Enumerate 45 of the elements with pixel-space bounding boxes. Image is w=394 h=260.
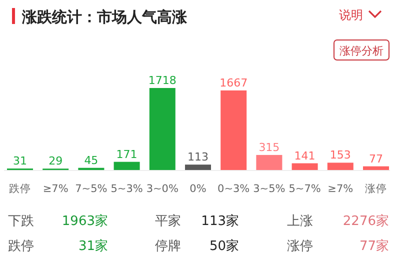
data-label: 1667 — [220, 76, 248, 90]
bar — [114, 162, 140, 170]
text: 1963家 — [62, 213, 108, 229]
data-label: 153 — [330, 148, 351, 162]
x-tick-label: 3~5% — [253, 183, 286, 195]
bar — [149, 88, 176, 170]
data-label: 1718 — [148, 74, 176, 87]
text: 113家 — [201, 213, 239, 229]
text: 上涨 — [287, 214, 313, 229]
data-label: 77 — [369, 152, 383, 166]
x-tick-label: 涨停 — [365, 183, 387, 195]
chart-title: 涨跌统计：市场人气高涨 — [21, 8, 188, 26]
text: 77家 — [359, 238, 389, 254]
x-tick-label: ≥7% — [328, 183, 354, 195]
x-tick-label: 5~7% — [288, 183, 321, 195]
text: 涨停 — [287, 239, 313, 254]
data-label: 113 — [188, 150, 208, 164]
x-tick-label: 0~3% — [218, 183, 250, 195]
text: 31家 — [78, 238, 108, 254]
bar — [363, 166, 389, 170]
text: 下跌 — [8, 214, 34, 229]
data-label: 45 — [84, 154, 98, 167]
bar — [292, 163, 318, 170]
data-label: 29 — [48, 154, 63, 168]
data-label: 171 — [116, 148, 138, 161]
x-tick-label: 7~5% — [75, 183, 108, 195]
x-tick-label: 0% — [190, 183, 206, 195]
x-tick-label: ≥7% — [42, 183, 68, 195]
x-tick-label: 跌停 — [9, 183, 31, 195]
bar — [256, 154, 282, 170]
text: 2276家 — [342, 213, 389, 229]
text: 50家 — [209, 238, 239, 254]
data-label: 315 — [258, 140, 280, 154]
x-tick-label: 5~3% — [110, 183, 143, 195]
text: 停牌 — [155, 239, 181, 254]
bar — [185, 164, 211, 170]
data-label: 141 — [294, 149, 316, 162]
text: 涨停分析 — [340, 44, 384, 58]
bar — [327, 162, 354, 170]
bar — [220, 90, 247, 170]
x-tick-label: 3~0% — [146, 183, 178, 195]
text: 说明 — [339, 8, 363, 22]
text: 跌停 — [8, 239, 34, 254]
text: 平家 — [155, 213, 181, 229]
data-label: 31 — [13, 154, 27, 168]
